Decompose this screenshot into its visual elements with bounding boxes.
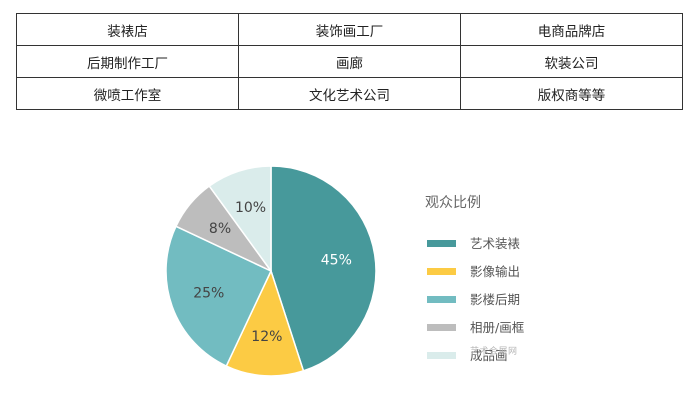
pie-slice-value-label: 8% [209, 221, 231, 237]
legend-swatch [427, 352, 456, 359]
legend-label: 影像输出 [470, 264, 520, 279]
pie-chart-area: 45% 12% 25% 8% 10% 观众比例 艺术装裱影像输出影楼后期相册/画框成品画 [0, 130, 699, 412]
table-cell: 后期制作工厂 [16, 45, 239, 78]
category-table: 装裱店 装饰画工厂 电商品牌店 后期制作工厂 画廊 软装公司 微喷工作室 文化艺… [16, 13, 683, 110]
table-cell: 软装公司 [460, 45, 683, 78]
legend-label: 影楼后期 [470, 292, 520, 307]
legend-swatch [427, 324, 456, 331]
legend-swatch [427, 296, 456, 303]
legend-swatch [427, 268, 456, 275]
pie-slice [208, 165, 272, 274]
table-row: 后期制作工厂 画廊 软装公司 [16, 45, 683, 78]
table-cell: 文化艺术公司 [238, 77, 461, 110]
pie-slice-value-label: 45% [321, 253, 352, 269]
legend-title: 观众比例 [425, 195, 481, 211]
pie-slice-value-label: 10% [235, 200, 266, 216]
table-row: 微喷工作室 文化艺术公司 版权商等等 [16, 77, 683, 110]
legend-swatch [427, 240, 456, 247]
table-row: 装裱店 装饰画工厂 电商品牌店 [16, 13, 683, 46]
legend-label: 相册/画框 [470, 320, 525, 335]
legend-label: 艺术装裱 [470, 236, 520, 251]
table-cell: 版权商等等 [460, 77, 683, 110]
watermark-text: 艺术会展网 [470, 347, 518, 357]
pie-slices [165, 165, 377, 377]
legend-label: 成品画 [470, 348, 508, 363]
pie-slice [225, 268, 305, 377]
pie-slice-value-label: 25% [193, 285, 224, 301]
table-cell: 画廊 [238, 45, 461, 78]
pie-slice-labels: 45% 12% 25% 8%10% [193, 200, 352, 345]
table-cell: 装裱店 [16, 13, 239, 46]
table-cell: 微喷工作室 [16, 77, 239, 110]
table-cell: 装饰画工厂 [238, 13, 461, 46]
table-cell: 电商品牌店 [460, 13, 683, 46]
pie-slice [270, 165, 377, 372]
pie-slice [165, 225, 272, 368]
pie-slice-value-label: 12% [251, 329, 282, 345]
